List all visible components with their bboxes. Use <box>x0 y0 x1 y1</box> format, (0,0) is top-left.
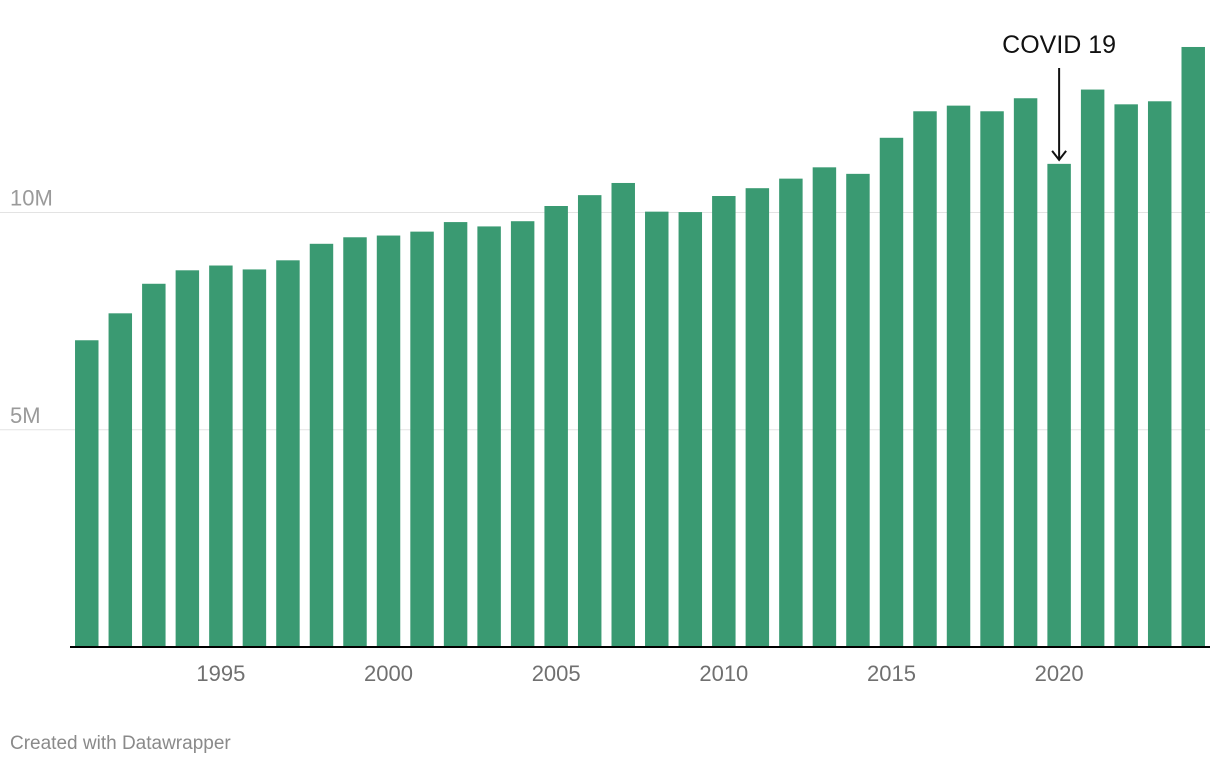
bar-2023 <box>1147 101 1172 648</box>
bar-2017 <box>946 105 971 647</box>
bar-2015 <box>879 137 904 648</box>
bar-2014 <box>846 173 870 647</box>
x-tick-label: 2015 <box>867 661 916 686</box>
bar-1994 <box>175 270 200 647</box>
bar-2019 <box>1013 98 1038 647</box>
x-tick-label: 2000 <box>364 661 413 686</box>
x-tick-label: 2020 <box>1035 661 1084 686</box>
bar-2005 <box>544 206 568 647</box>
axes: 1995 2000 2005 2010 2015 2020 <box>70 646 1210 686</box>
y-tick-label: 5M <box>10 403 41 428</box>
bar-2010 <box>712 196 736 647</box>
footer-credit: Created with Datawrapper <box>10 733 231 754</box>
bar-chart: 5M 10M 1995 2000 2005 2010 2015 2020 COVID 19 <box>0 31 1210 686</box>
bar-1992 <box>108 313 133 647</box>
bar-2018 <box>980 111 1004 647</box>
bar-2016 <box>913 111 937 647</box>
bar-2006 <box>577 195 602 647</box>
bar-1993 <box>142 283 166 647</box>
bar-2002 <box>443 222 468 647</box>
y-tick-label: 10M <box>10 186 53 211</box>
bar-1998 <box>309 243 334 648</box>
bar-2013 <box>812 167 837 647</box>
bar-2022 <box>1114 104 1138 647</box>
bar-2007 <box>611 182 635 647</box>
bar-2011 <box>745 188 770 647</box>
bar-2004 <box>510 221 535 647</box>
bar-2003 <box>477 226 501 648</box>
bar-1995 <box>209 265 233 647</box>
gridlines: 5M 10M <box>0 186 1210 431</box>
bar-2024 <box>1181 46 1205 648</box>
bar-1997 <box>276 260 300 647</box>
bar-2000 <box>376 235 401 648</box>
bar-2008 <box>645 211 669 647</box>
bar-2012 <box>779 178 803 647</box>
bar-2001 <box>410 231 434 647</box>
annotation-label: COVID 19 <box>1002 31 1116 59</box>
bar-2020 <box>1047 163 1071 648</box>
annotation-arrow <box>1051 68 1067 162</box>
x-tick-label: 2010 <box>699 661 748 686</box>
bars <box>75 46 1205 648</box>
bar-2021 <box>1080 89 1105 647</box>
x-tick-label: 2005 <box>532 661 581 686</box>
bar-2009 <box>678 212 703 647</box>
bar-1991 <box>75 340 99 647</box>
bar-1999 <box>343 237 367 647</box>
x-tick-label: 1995 <box>196 661 245 686</box>
bar-1996 <box>242 269 267 647</box>
annotations: COVID 19 <box>1002 31 1116 162</box>
